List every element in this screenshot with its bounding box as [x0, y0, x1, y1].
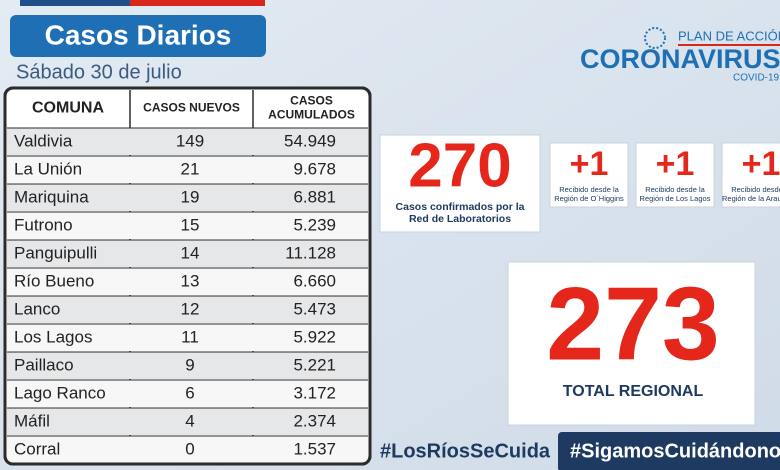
table-cell: La Unión [14, 159, 82, 178]
transfer-value: +1 [656, 145, 695, 183]
table-cell: Máfil [14, 411, 50, 430]
table-cell: Los Lagos [14, 327, 92, 346]
table-cell: 9 [185, 355, 194, 374]
table-cell: Río Bueno [14, 271, 94, 290]
table-border [3, 86, 372, 466]
table-cell: 15 [181, 215, 200, 234]
column-header: CASOS NUEVOS [143, 101, 240, 115]
table-cell: 5.473 [293, 299, 336, 318]
lab-caption: Casos confirmados por la [396, 201, 525, 213]
table-cell: 2.374 [293, 411, 336, 430]
table-cell: 6 [185, 383, 194, 402]
table-cell: 6.660 [293, 271, 336, 290]
flag-blue [20, 0, 130, 6]
total-box [507, 261, 756, 426]
transfer-caption: Región de la Araucanía [722, 194, 780, 203]
logo-icon [644, 27, 666, 49]
column-header: ACUMULADOS [268, 108, 355, 122]
table-cell: Valdivia [14, 131, 73, 150]
table-cell: 5.221 [293, 355, 336, 374]
total-label: TOTAL REGIONAL [563, 383, 704, 400]
table-cell: 21 [181, 159, 200, 178]
title-box [10, 15, 266, 57]
table-cell: Corral [14, 439, 60, 458]
table-row [7, 352, 368, 379]
transfer-caption: Recibido desde la [645, 185, 705, 194]
table-row [7, 436, 368, 463]
table-row [7, 408, 368, 435]
table-cell: 11.128 [285, 243, 336, 262]
transfer-box [721, 142, 780, 208]
date: Sábado 30 de julio [16, 61, 182, 83]
table-row [7, 268, 368, 295]
table-row [7, 324, 368, 351]
transfer-caption: Región de Los Lagos [640, 194, 711, 203]
table-cell: 149 [176, 131, 204, 150]
flag-red [130, 0, 265, 6]
table-cell: 5.239 [293, 215, 336, 234]
transfer-caption: Recibido desde la [559, 185, 619, 194]
transfer-box [549, 142, 629, 208]
table-cell: 11 [181, 327, 199, 346]
table-row [7, 184, 368, 211]
table-cell: Panguipulli [14, 243, 97, 262]
table-row [7, 380, 368, 407]
table-row [7, 156, 368, 183]
table-cell: 6.881 [293, 187, 336, 206]
transfer-caption: Recibido desde la [731, 185, 780, 194]
hashtag: #LosRíosSeCuida [380, 440, 551, 462]
logo-name: CORONAVIRUS [580, 44, 780, 74]
table-cell: 1.537 [293, 439, 336, 458]
transfer-value: +1 [570, 145, 609, 183]
table-cell: 4 [185, 411, 194, 430]
table-cell: 9.678 [293, 159, 336, 178]
column-header: COMUNA [32, 100, 104, 117]
lab-caption: Red de Laboratorios [409, 213, 511, 225]
table-cell: Paillaco [14, 355, 74, 374]
table-cell: 0 [185, 439, 194, 458]
transfer-box [635, 142, 715, 208]
lab-value: 270 [408, 131, 511, 200]
title: Casos Diarios [45, 19, 232, 50]
table-row [7, 212, 368, 239]
table-cell: 13 [181, 271, 200, 290]
table-cell: Lanco [14, 299, 60, 318]
logo-covid: COVID-19 [733, 73, 780, 84]
table-cell: 14 [181, 243, 200, 262]
table-cell: 12 [181, 299, 200, 318]
hashtag-box [558, 432, 780, 470]
table-cell: Futrono [14, 215, 73, 234]
column-header: CASOS [290, 94, 333, 108]
table-cell: 19 [181, 187, 200, 206]
total-value: 273 [546, 266, 720, 382]
table-cell: 3.172 [293, 383, 336, 402]
table-cell: Mariquina [14, 187, 89, 206]
table-cell: Lago Ranco [14, 383, 106, 402]
logo-plan: PLAN DE ACCIÓN [678, 28, 780, 43]
hashtag: #SigamosCuidándonos [570, 440, 780, 462]
table-row [7, 128, 368, 155]
table-row [7, 240, 368, 267]
lab-box [379, 134, 541, 233]
table-cell: 5.922 [293, 327, 336, 346]
table-row [7, 296, 368, 323]
table-cell: 54.949 [284, 131, 336, 150]
logo-line [678, 44, 780, 46]
transfer-value: +1 [742, 145, 780, 183]
transfer-caption: Región de O´Higgins [554, 194, 624, 203]
